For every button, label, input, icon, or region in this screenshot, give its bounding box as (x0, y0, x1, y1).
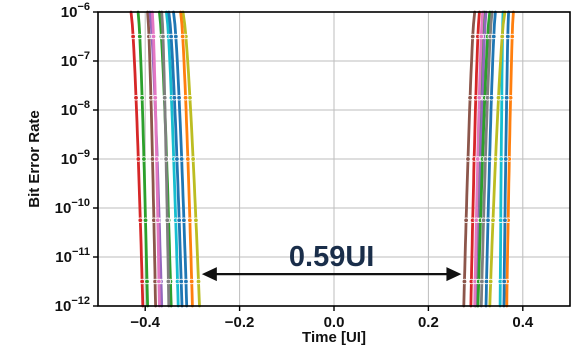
ber-data-point (461, 278, 468, 285)
x-tick-label: −0.2 (225, 314, 255, 331)
y-tick-label: 10−12 (55, 295, 90, 315)
ber-data-point (178, 156, 185, 162)
ber-data-point (485, 217, 491, 223)
ber-data-point (490, 217, 496, 223)
y-tick-label: 10−8 (61, 99, 90, 119)
ber-data-point (155, 217, 161, 223)
ber-data-point (179, 33, 186, 40)
ber-data-point (164, 217, 170, 223)
y-axis-title: Bit Error Rate (26, 110, 43, 208)
ber-data-point (479, 278, 485, 285)
ber-data-point (195, 278, 202, 285)
ber-data-point (176, 217, 182, 223)
ber-data-point (183, 278, 189, 285)
ber-data-point (501, 278, 507, 285)
ber-data-point (153, 156, 160, 162)
ber-data-point (465, 156, 471, 162)
ber-data-point (488, 95, 495, 101)
y-tick-label: 10−9 (61, 148, 90, 168)
ber-data-point (150, 33, 157, 40)
ber-data-point (492, 156, 499, 162)
arrow-head-left (201, 267, 217, 282)
ber-data-point (137, 33, 143, 40)
ber-data-point (486, 156, 493, 162)
ber-data-point (487, 278, 494, 285)
arrow-head-right (446, 267, 462, 282)
ber-data-point (139, 95, 145, 101)
ber-data-point (185, 156, 191, 162)
ber-data-point (144, 278, 150, 285)
ber-data-point (193, 217, 199, 223)
ber-data-point (156, 278, 162, 285)
ber-data-point (476, 95, 482, 101)
ber-data-point (509, 33, 515, 40)
ber-data-point (505, 33, 511, 40)
ber-data-point (162, 95, 168, 101)
y-tick-label: 10−7 (61, 50, 90, 70)
ber-data-point (163, 156, 169, 162)
ber-data-point (478, 33, 484, 40)
ber-data-point (176, 95, 182, 101)
ber-data-point (503, 156, 509, 162)
ber-data-point (495, 95, 502, 101)
y-tick-label: 10−10 (55, 197, 90, 217)
ber-data-point (470, 33, 476, 40)
ber-data-point (182, 95, 189, 101)
x-tick-label: 0.4 (512, 314, 534, 331)
ber-data-point (165, 278, 172, 285)
ber-data-point (499, 33, 505, 40)
ber-data-point (178, 278, 184, 285)
ber-data-point (190, 156, 196, 162)
ber-data-point (135, 156, 142, 162)
ber-data-point (187, 217, 193, 223)
ber-data-point (480, 217, 487, 223)
ber-data-point (189, 278, 195, 285)
ber-curves (129, 10, 515, 308)
ber-data-point (130, 33, 136, 40)
eye-width-annotation: 0.59UI (201, 241, 462, 282)
ber-data-point (133, 95, 139, 101)
y-tick-label: 10−6 (61, 1, 90, 21)
ber-data-point (139, 278, 145, 285)
ber-data-point (174, 156, 180, 162)
y-tick-label: 10−11 (55, 246, 90, 266)
ber-data-point (142, 217, 149, 223)
ber-data-point (498, 156, 504, 162)
ber-data-point (160, 33, 166, 40)
ber-data-point (187, 95, 193, 101)
ber-data-point (141, 156, 147, 162)
ber-data-point (137, 217, 144, 223)
ber-data-point (181, 217, 187, 223)
x-tick-label: 0.0 (324, 314, 345, 331)
ber-data-point (463, 217, 469, 223)
ber-data-point (491, 33, 497, 40)
ber-data-point (467, 95, 473, 101)
ber-data-point (502, 217, 508, 223)
ber-data-point (173, 33, 179, 40)
x-axis-title: Time [UI] (302, 329, 366, 346)
x-tick-label: 0.2 (418, 314, 439, 331)
ber-data-point (171, 95, 178, 101)
ber-data-point (152, 95, 158, 101)
ber-data-point (475, 156, 481, 162)
ber-data-point (168, 33, 174, 40)
x-tick-label: −0.4 (130, 314, 160, 331)
eye-width-label: 0.59UI (289, 241, 374, 273)
axis-ticks: −0.4 −0.2 0.0 0.2 0.4 10−6 10−7 10−8 10−9 10−10 10… (55, 1, 534, 331)
ber-data-point (503, 95, 510, 101)
